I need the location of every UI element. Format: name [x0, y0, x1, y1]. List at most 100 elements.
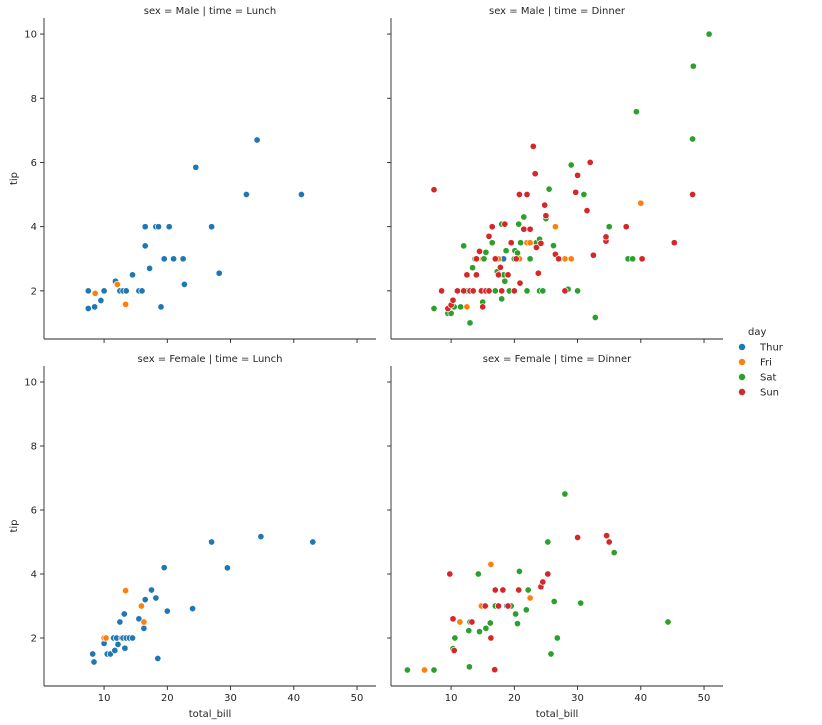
point-sun	[532, 243, 540, 252]
point-sun	[494, 602, 503, 610]
point-sat	[550, 597, 558, 606]
point-fri	[137, 602, 145, 610]
point-thur	[128, 634, 137, 642]
point-sun	[574, 533, 582, 542]
legend-marker-sat	[738, 373, 746, 381]
point-sat	[488, 239, 496, 247]
point-fri	[102, 634, 110, 642]
point-thur	[141, 242, 149, 250]
y-tick-label: 10	[24, 30, 37, 41]
point-thur	[84, 304, 92, 313]
point-sun	[469, 287, 477, 295]
point-sat	[629, 255, 637, 263]
point-thur	[242, 190, 250, 199]
panel-male-dinner: sex = Male | time = Dinner	[387, 6, 723, 343]
point-sun	[589, 251, 597, 259]
point-sat	[610, 549, 618, 557]
point-sat	[545, 185, 553, 193]
point-thur	[121, 644, 129, 652]
point-sun	[555, 255, 563, 263]
point-fri	[456, 618, 464, 626]
point-thur	[84, 287, 92, 295]
point-sat	[480, 255, 488, 263]
point-thur	[163, 607, 171, 615]
point-sat	[689, 62, 697, 70]
point-sun	[494, 271, 503, 279]
point-sun	[542, 212, 550, 220]
point-thur	[215, 269, 223, 277]
legend-marker-sun	[738, 388, 746, 396]
point-sat	[501, 277, 509, 285]
point-fri	[91, 289, 99, 297]
point-thur	[180, 280, 188, 288]
point-sat	[705, 30, 713, 38]
point-thur	[114, 640, 122, 648]
point-thur	[257, 533, 265, 541]
point-sun	[496, 263, 504, 271]
point-sun	[485, 232, 493, 240]
point-sun	[450, 646, 458, 655]
legend-marker-thur	[738, 343, 746, 351]
point-sat	[580, 190, 588, 199]
point-sun	[622, 223, 630, 231]
point-sun	[498, 287, 506, 295]
point-sun	[638, 255, 646, 263]
point-sat	[460, 242, 468, 250]
point-fri	[122, 300, 130, 308]
x-axis-label: total_bill	[536, 709, 579, 720]
point-thur	[297, 190, 305, 199]
point-sun	[512, 255, 520, 263]
y-tick-label: 2	[31, 286, 37, 297]
point-sat	[502, 247, 510, 255]
point-fri	[140, 618, 148, 626]
point-thur	[138, 287, 146, 295]
point-thur	[154, 654, 162, 663]
point-sun	[539, 578, 547, 586]
point-sun	[529, 142, 537, 150]
point-sat	[430, 666, 438, 674]
point-thur	[165, 223, 173, 231]
point-sat	[457, 303, 465, 311]
point-sun	[485, 287, 493, 295]
point-thur	[146, 264, 154, 272]
legend-label-fri: Fri	[760, 358, 772, 369]
panel-title: sex = Male | time = Dinner	[489, 6, 626, 17]
point-thur	[160, 255, 168, 263]
y-tick-label: 8	[31, 442, 37, 453]
point-thur	[89, 650, 97, 658]
point-thur	[90, 658, 98, 666]
point-thur	[122, 287, 130, 295]
point-sun	[531, 170, 539, 178]
panel-male-lunch: sex = Male | time = Lunch 2 4 6 8 10 tip	[9, 6, 376, 343]
point-sat	[469, 264, 477, 272]
point-sat	[517, 239, 525, 247]
point-thur	[116, 618, 124, 626]
point-thur	[120, 610, 128, 618]
y-tick-label: 6	[31, 506, 37, 517]
point-fri	[526, 239, 534, 247]
point-sat	[512, 610, 520, 618]
x-tick-label: 20	[161, 693, 174, 704]
point-sat	[526, 255, 534, 263]
point-sun	[586, 158, 594, 166]
panel-title: sex = Female | time = Lunch	[138, 354, 283, 365]
point-thur	[223, 564, 231, 572]
point-sun	[605, 538, 613, 546]
point-fri	[551, 223, 559, 231]
point-sat	[591, 313, 599, 322]
point-fri	[637, 199, 645, 207]
legend: day Thur Fri Sat Sun	[738, 327, 784, 399]
point-sat	[465, 663, 473, 671]
point-sun	[520, 225, 528, 233]
point-thur	[141, 596, 149, 604]
point-sun	[460, 287, 468, 295]
point-thur	[111, 646, 119, 655]
point-thur	[208, 538, 216, 546]
point-sun	[670, 239, 678, 247]
point-sat	[523, 287, 531, 295]
point-thur	[97, 296, 105, 305]
point-sat	[491, 287, 499, 295]
y-tick-label: 10	[24, 378, 37, 389]
points-male-dinner	[430, 30, 713, 327]
x-tick-label: 40	[634, 693, 647, 704]
